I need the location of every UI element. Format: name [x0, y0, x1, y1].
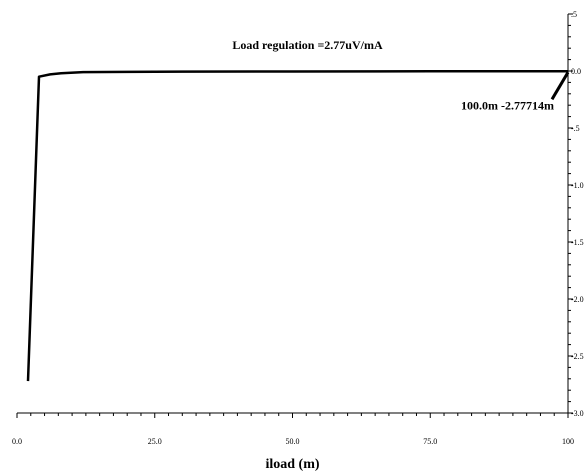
x-tick-label: 75.0 — [423, 437, 437, 446]
y-tick-label: -2.0 — [571, 295, 584, 304]
x-tick-label: 0.0 — [12, 437, 22, 446]
y-tick-label: .5 — [571, 10, 577, 19]
x-tick-label: 100 — [562, 437, 574, 446]
y-tick-label: -1.0 — [571, 181, 584, 190]
axes — [17, 14, 569, 414]
labels: Load regulation =2.77uV/mA 100.0m -2.7771… — [232, 38, 570, 472]
ticks: 0.0 25.0 50.0 75.0 100 .5 0.0 -.5 -1.0 -1.5 -2.0 -2… — [12, 10, 584, 446]
x-tick-label: 50.0 — [286, 437, 300, 446]
x-axis-label: iload (m) — [265, 457, 319, 472]
series — [26, 70, 568, 382]
series-line — [26, 70, 568, 382]
y-tick-label: -2.5 — [571, 352, 584, 361]
marker-pointer — [550, 71, 570, 101]
y-tick-label: -1.5 — [571, 238, 584, 247]
y-tick-label: -.5 — [571, 124, 580, 133]
y-tick-label: 0.0 — [571, 67, 581, 76]
y-tick-label: -3.0 — [571, 409, 584, 418]
load-regulation-annotation: Load regulation =2.77uV/mA — [232, 38, 383, 52]
x-tick-label: 25.0 — [148, 437, 162, 446]
marker-value-annotation: 100.0m -2.77714m — [461, 98, 554, 112]
